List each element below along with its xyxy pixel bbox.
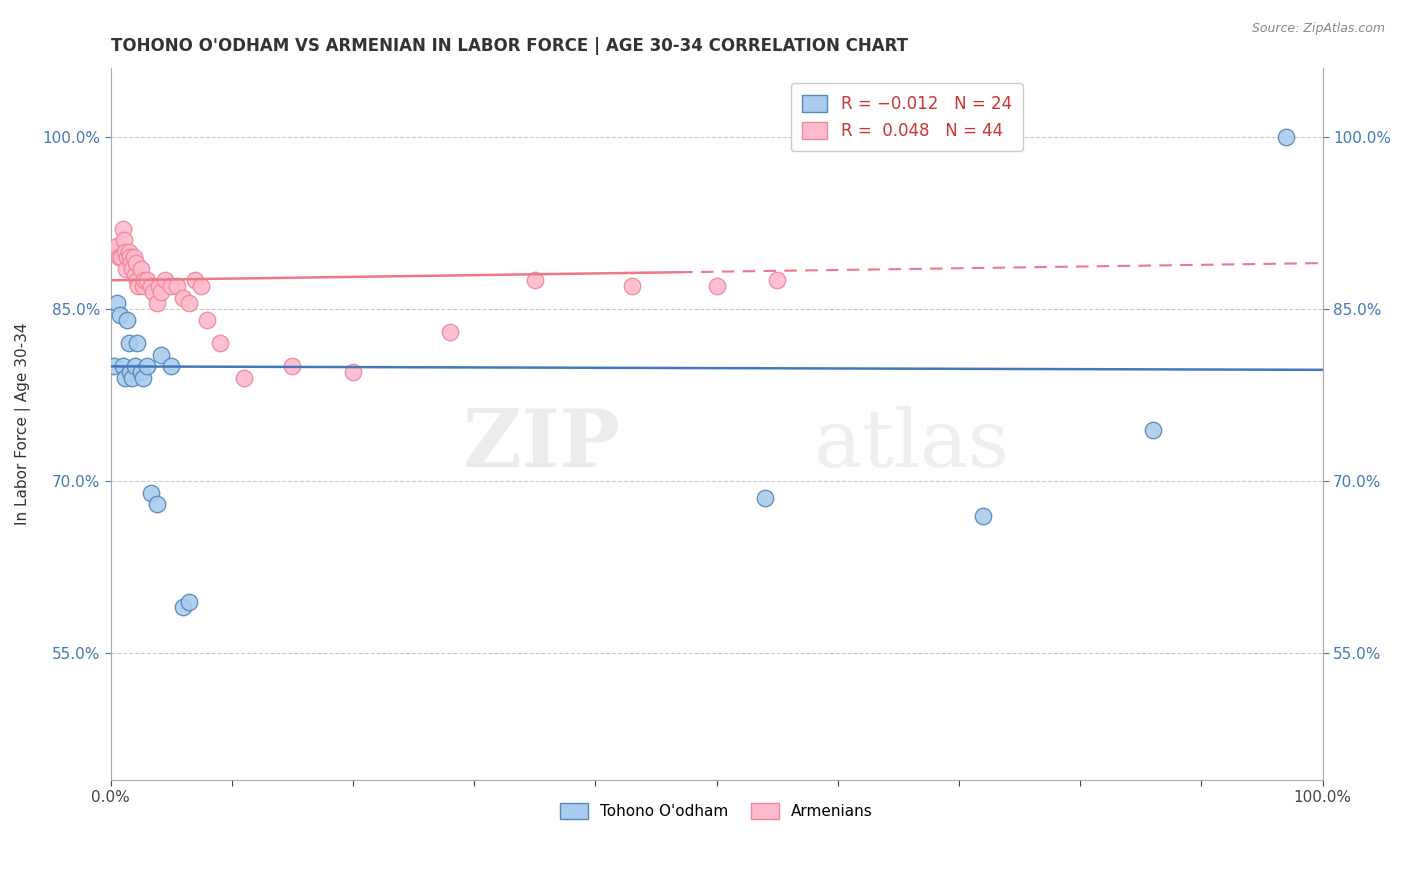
Point [129, 261, 152, 276]
Text: Source: ZipAtlas.com: Source: ZipAtlas.com [1251, 22, 1385, 36]
Point [105, 296, 128, 310]
Point [124, 268, 146, 282]
Point [111, 359, 134, 374]
Point [145, 296, 167, 310]
Point [132, 371, 155, 385]
Point [766, 273, 789, 287]
Point [127, 273, 149, 287]
Point [118, 336, 141, 351]
Point [150, 348, 173, 362]
Legend: Tohono O'odham, Armenians: Tohono O'odham, Armenians [554, 797, 879, 825]
Point [172, 291, 194, 305]
Point [150, 285, 173, 299]
Point [103, 359, 125, 374]
Point [754, 491, 776, 506]
Point [129, 365, 152, 379]
Point [127, 336, 149, 351]
Point [197, 313, 219, 327]
Text: atlas: atlas [814, 406, 1008, 484]
Point [1142, 423, 1164, 437]
Point [620, 279, 643, 293]
Text: ZIP: ZIP [463, 406, 620, 484]
Point [139, 485, 162, 500]
Point [160, 279, 183, 293]
Point [114, 371, 136, 385]
Point [120, 256, 142, 270]
Point [281, 359, 304, 374]
Point [523, 273, 546, 287]
Point [103, 244, 125, 259]
Point [172, 600, 194, 615]
Point [114, 244, 136, 259]
Point [125, 256, 148, 270]
Point [121, 371, 143, 385]
Point [118, 244, 141, 259]
Point [108, 251, 131, 265]
Point [190, 279, 212, 293]
Point [127, 279, 149, 293]
Point [179, 595, 201, 609]
Point [121, 261, 143, 276]
Point [112, 233, 135, 247]
Y-axis label: In Labor Force | Age 30-34: In Labor Force | Age 30-34 [15, 323, 31, 525]
Point [111, 221, 134, 235]
Point [110, 251, 132, 265]
Point [145, 497, 167, 511]
Point [208, 336, 231, 351]
Point [166, 279, 188, 293]
Point [142, 285, 165, 299]
Point [134, 273, 156, 287]
Point [110, 308, 132, 322]
Point [342, 365, 364, 379]
Point [139, 279, 162, 293]
Point [118, 365, 141, 379]
Point [117, 251, 139, 265]
Point [118, 251, 141, 265]
Point [160, 359, 183, 374]
Text: TOHONO O'ODHAM VS ARMENIAN IN LABOR FORCE | AGE 30-34 CORRELATION CHART: TOHONO O'ODHAM VS ARMENIAN IN LABOR FORC… [111, 37, 907, 55]
Point [179, 296, 201, 310]
Point [184, 273, 207, 287]
Point [148, 279, 170, 293]
Point [232, 371, 254, 385]
Point [1275, 129, 1298, 144]
Point [122, 251, 145, 265]
Point [132, 279, 155, 293]
Point [115, 261, 138, 276]
Point [972, 508, 994, 523]
Point [124, 359, 146, 374]
Point [153, 273, 176, 287]
Point [706, 279, 728, 293]
Point [439, 325, 461, 339]
Point [117, 313, 139, 327]
Point [105, 239, 128, 253]
Point [135, 273, 157, 287]
Point [135, 359, 157, 374]
